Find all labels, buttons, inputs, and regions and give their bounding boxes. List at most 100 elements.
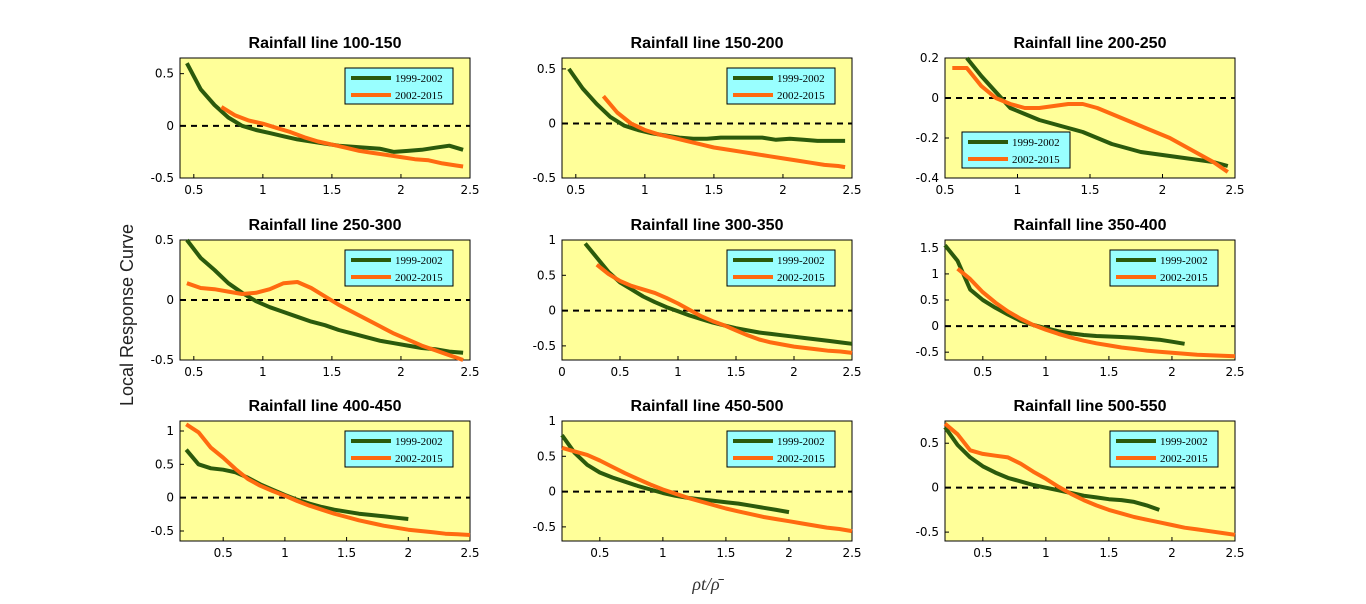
x-tick-label: 2.5: [460, 546, 479, 560]
x-tick-label: 1: [1042, 546, 1050, 560]
legend: 1999-2002 2002-2015: [961, 131, 1071, 169]
y-tick-label: 1: [931, 267, 939, 281]
y-tick-label: 0: [548, 485, 556, 499]
x-tick-label: 2: [1168, 365, 1176, 379]
y-tick-label: -0.5: [151, 353, 174, 367]
y-tick-label: 1: [166, 424, 174, 438]
x-tick-label: 0.5: [610, 365, 629, 379]
legend-entry: 2002-2015: [395, 453, 443, 465]
y-tick-label: -0.4: [916, 171, 939, 185]
subplot-8: Rainfall line 450-500 0.5 1 1.5 2 2.5 -0.5 0 0.5…: [533, 398, 862, 560]
subplot-9: Rainfall line 500-550 0.5 1 1.5 2 2.5 -0.5 0 0.5…: [916, 398, 1245, 560]
series-line-1999-2002: [185, 238, 464, 355]
legend-entry: 1999-2002: [777, 436, 825, 448]
y-tick-label: 0: [931, 319, 939, 333]
series-line-2002-2015: [943, 422, 1236, 537]
legend: 1999-2002 2002-2015: [344, 430, 454, 468]
panel-title: Rainfall line 250-300: [249, 217, 402, 234]
x-tick-label: 0.5: [566, 183, 585, 197]
legend: 1999-2002 2002-2015: [726, 249, 836, 287]
x-tick-label: 1: [641, 183, 649, 197]
series-line-2002-2015: [595, 263, 853, 355]
x-tick-label: 2: [790, 365, 798, 379]
x-tick-label: 2: [785, 546, 793, 560]
series-line-2002-2015: [952, 66, 1229, 174]
x-tick-label: 1.5: [1099, 365, 1118, 379]
y-tick-label: 0: [548, 116, 556, 130]
legend-box: [961, 131, 1071, 169]
y-tick-label: 0.5: [537, 268, 556, 282]
legend-entry: 1999-2002: [777, 255, 825, 267]
subplot-6: Rainfall line 350-400 0.5 1 1.5 2 2.5 -0.5 0 0.5…: [916, 217, 1245, 379]
y-tick-label: -0.5: [533, 171, 556, 185]
legend-box: [726, 67, 836, 105]
y-tick-label: 1.5: [920, 241, 939, 255]
legend-entry: 1999-2002: [1160, 255, 1208, 267]
subplot-4: Rainfall line 250-300 0.5 1 1.5 2 2.5 -0.5 0 0.5…: [151, 217, 480, 379]
series-line-2002-2015: [220, 105, 464, 169]
series-line-2002-2015: [601, 94, 846, 170]
panel-title: Rainfall line 150-200: [631, 35, 784, 52]
x-tick-label: 2.5: [842, 365, 861, 379]
x-tick-label: 0.5: [590, 546, 609, 560]
series-line-2002-2015: [185, 422, 471, 537]
subplot-2: Rainfall line 150-200 0.5 1 1.5 2 2.5 -0.5 0 0.5…: [533, 35, 862, 197]
x-tick-label: 2: [404, 546, 412, 560]
x-tick-label: 0.5: [184, 365, 203, 379]
legend-entry: 1999-2002: [1012, 137, 1060, 149]
legend: 1999-2002 2002-2015: [726, 430, 836, 468]
legend-box: [726, 249, 836, 287]
legend-entry: 2002-2015: [1160, 453, 1208, 465]
x-tick-label: 2: [779, 183, 787, 197]
subplot-3: Rainfall line 200-250 0.5 1 1.5 2 2.5 -0.4 -0.2…: [916, 35, 1245, 197]
x-tick-label: 2: [1159, 183, 1167, 197]
legend-entry: 2002-2015: [777, 453, 825, 465]
x-tick-label: 1: [674, 365, 682, 379]
legend-entry: 2002-2015: [395, 272, 443, 284]
legend: 1999-2002 2002-2015: [344, 249, 454, 287]
panel-title: Rainfall line 300-350: [631, 217, 784, 234]
y-tick-label: 0: [166, 491, 174, 505]
series-line-1999-2002: [943, 426, 1160, 512]
legend: 1999-2002 2002-2015: [1109, 430, 1219, 468]
x-tick-label: 1: [259, 183, 267, 197]
y-tick-label: 0.5: [920, 436, 939, 450]
x-tick-label: 2: [397, 365, 405, 379]
y-tick-label: -0.5: [533, 520, 556, 534]
legend-entry: 1999-2002: [395, 436, 443, 448]
x-tick-label: 2.5: [842, 546, 861, 560]
x-tick-label: 2.5: [460, 365, 479, 379]
subplot-7: Rainfall line 400-450 0.5 1 1.5 2 2.5 -0.5 0 0.5…: [151, 398, 480, 560]
y-tick-label: -0.5: [151, 171, 174, 185]
y-tick-label: 1: [548, 414, 556, 428]
subplot-1: Rainfall line 100-150 0.5 1 1.5 2 2.5 -0.5 0 0.5…: [151, 35, 480, 197]
series-line-2002-2015: [956, 267, 1236, 359]
legend: 1999-2002 2002-2015: [726, 67, 836, 105]
x-tick-label: 1: [259, 365, 267, 379]
y-tick-label: 0.5: [155, 233, 174, 247]
y-tick-label: 0: [931, 91, 939, 105]
series-line-2002-2015: [561, 445, 853, 534]
x-tick-label: 0.5: [973, 546, 992, 560]
x-tick-label: 0.5: [935, 183, 954, 197]
legend-entry: 2002-2015: [395, 90, 443, 102]
legend: 1999-2002 2002-2015: [344, 67, 454, 105]
y-tick-label: -0.5: [533, 339, 556, 353]
panel-title: Rainfall line 450-500: [631, 398, 784, 415]
series-line-1999-2002: [567, 67, 846, 143]
x-tick-label: 0.5: [973, 365, 992, 379]
x-tick-label: 1.5: [726, 365, 745, 379]
y-tick-label: 0.2: [920, 51, 939, 65]
legend-entry: 1999-2002: [1160, 436, 1208, 448]
x-tick-label: 2.5: [842, 183, 861, 197]
x-tick-label: 2: [397, 183, 405, 197]
x-tick-label: 2.5: [1225, 546, 1244, 560]
x-tick-label: 1.5: [716, 546, 735, 560]
series-line-1999-2002: [943, 243, 1185, 346]
legend-entry: 2002-2015: [1012, 154, 1060, 166]
y-tick-label: 0: [931, 481, 939, 495]
figure-ylabel: Local Response Curve: [117, 224, 137, 406]
series-line-1999-2002: [965, 56, 1229, 168]
